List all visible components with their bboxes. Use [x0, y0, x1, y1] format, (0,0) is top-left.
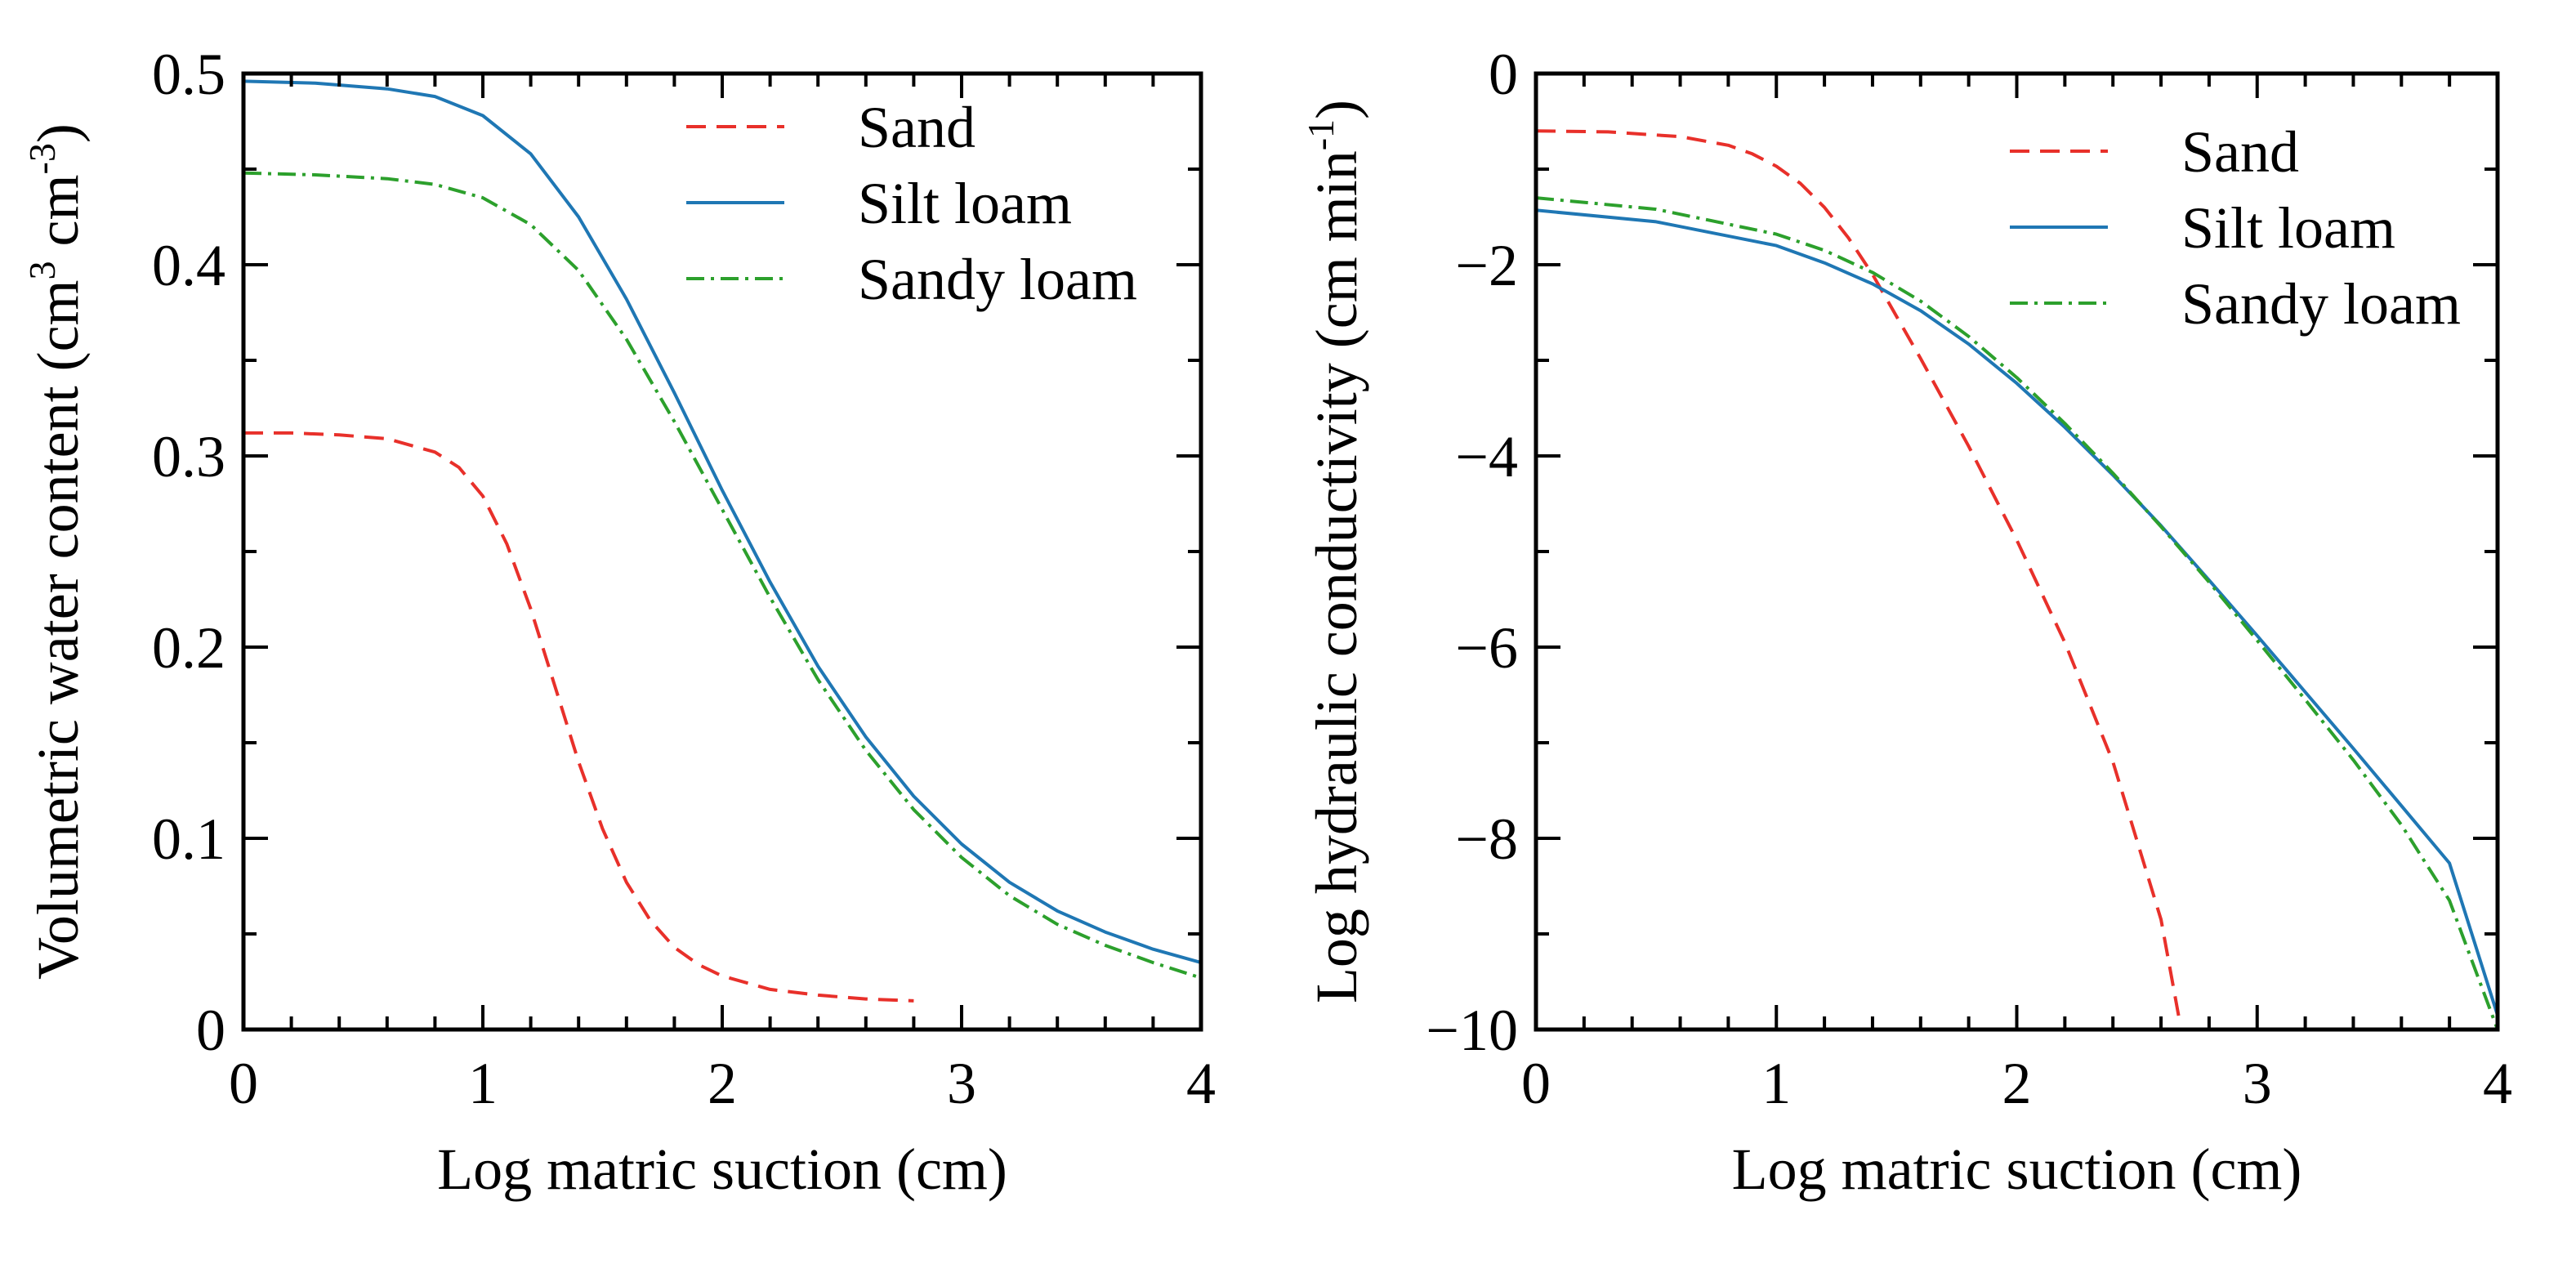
legend-label-sandy-loam: Sandy loam — [858, 247, 1137, 312]
series-line-silt-loam — [1535, 208, 2499, 1016]
y-tick-label: −2 — [1455, 233, 1518, 298]
x-tick-label: 1 — [468, 1051, 498, 1116]
y-tick-label: −10 — [1426, 998, 1518, 1063]
x-tick-label: 2 — [2002, 1051, 2032, 1116]
x-axis-title: Log matric suction (cm) — [437, 1137, 1007, 1202]
y-tick-label: −8 — [1455, 806, 1518, 872]
x-tick-label: 4 — [2483, 1051, 2512, 1116]
series-line-sand — [1535, 129, 2182, 1025]
x-tick-label: 2 — [708, 1051, 737, 1116]
y-tick-label: 0.5 — [152, 42, 225, 107]
x-tick-label: 4 — [1186, 1051, 1216, 1116]
legend-label-silt-loam: Silt loam — [2181, 195, 2395, 261]
legend-label-sand: Sand — [2181, 119, 2299, 185]
y-tick-label: 0 — [196, 998, 225, 1063]
x-tick-label: 0 — [229, 1051, 258, 1116]
y-tick-label: −6 — [1455, 615, 1518, 681]
legend-label-silt-loam: Silt loam — [858, 171, 1072, 236]
left-chart-panel: 0 1 2 3 4 0 0.1 0.2 0.3 0.4 0.5 Log matric suction … — [21, 42, 1216, 1202]
series-line-sandy-loam — [1535, 196, 2499, 1030]
legend-label-sandy-loam: Sandy loam — [2181, 271, 2461, 337]
y-axis-title: Volumetric water content (cm3 cm-3) — [21, 123, 91, 980]
y-tick-label: 0.2 — [152, 615, 225, 681]
x-tick-label: 0 — [1521, 1051, 1551, 1116]
series-line-sandy-loam — [243, 171, 1202, 980]
y-tick-label: 0 — [1489, 42, 1518, 107]
y-axis-title: Log hydraulic conductivity (cm min-1) — [1300, 100, 1369, 1003]
series-line-silt-loam — [243, 79, 1202, 965]
x-tick-label: 1 — [1761, 1051, 1791, 1116]
x-tick-label: 3 — [2243, 1051, 2272, 1116]
right-chart-panel: 0 1 2 3 4 0 −2 −4 −6 −8 −10 Log matric suction (cm)… — [1300, 42, 2512, 1202]
series-line-sand — [243, 431, 914, 1003]
x-axis-title: Log matric suction (cm) — [1732, 1137, 2302, 1202]
x-tick-label: 3 — [947, 1051, 976, 1116]
legend-label-sand: Sand — [858, 95, 975, 160]
y-tick-label: −4 — [1455, 424, 1518, 489]
y-tick-label: 0.3 — [152, 424, 225, 489]
y-tick-label: 0.1 — [152, 806, 225, 872]
y-tick-label: 0.4 — [152, 233, 225, 298]
